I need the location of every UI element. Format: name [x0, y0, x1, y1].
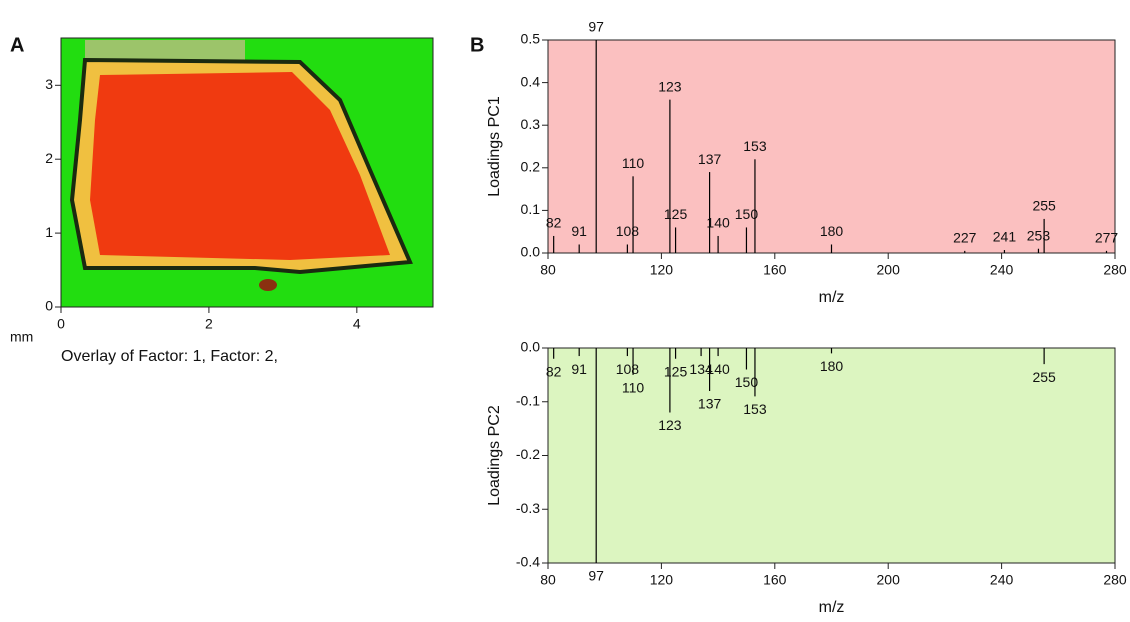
y-tick-label: 0.5: [521, 31, 541, 47]
peak-label: 255: [1032, 369, 1056, 385]
peak-label: 255: [1032, 198, 1056, 214]
x-tick-label: 280: [1103, 262, 1127, 278]
x-tick-label: 280: [1103, 572, 1127, 588]
peak-label: 150: [735, 374, 759, 390]
y-tick-label: 1: [45, 224, 53, 240]
y-tick-label: 0: [45, 298, 53, 314]
peak-label: 123: [658, 417, 682, 433]
x-tick-label: 120: [650, 572, 674, 588]
peak-label: 253: [1027, 227, 1051, 243]
ion-image: [61, 38, 433, 307]
y-tick-label: -0.3: [516, 500, 540, 516]
peak-label: 180: [820, 223, 844, 239]
x-axis-label: m/z: [819, 289, 845, 306]
y-tick-label: -0.2: [516, 446, 540, 462]
y-axis-label: Loadings PC2: [486, 405, 503, 506]
x-tick-label: 200: [877, 262, 901, 278]
peak-label: 108: [616, 361, 640, 377]
peak-label: 227: [953, 230, 977, 246]
peak-label: 125: [664, 363, 688, 379]
tissue-region: [90, 72, 390, 260]
x-tick-label: 160: [763, 262, 787, 278]
peak-label: 91: [571, 361, 587, 377]
peak-label: 140: [706, 215, 730, 231]
y-tick-label: 0.3: [521, 116, 541, 132]
plot-background: [548, 40, 1115, 253]
y-tick-label: 0.4: [521, 73, 541, 89]
x-tick-label: 240: [990, 262, 1014, 278]
panel-label: B: [470, 34, 484, 56]
peak-label: 97: [588, 19, 604, 35]
y-tick-label: -0.4: [516, 554, 540, 570]
x-axis-label: m/z: [819, 599, 845, 616]
plot-background: [548, 348, 1115, 563]
y-tick-label: 0.0: [521, 244, 541, 260]
x-tick-label: 120: [650, 262, 674, 278]
peak-label: 137: [698, 151, 722, 167]
peak-label: 277: [1095, 230, 1119, 246]
peak-label: 134: [689, 361, 713, 377]
panel-label: A: [10, 34, 24, 56]
y-axis-label: Loadings PC1: [486, 96, 503, 197]
x-tick-label: 160: [763, 572, 787, 588]
x-tick-label: 4: [353, 316, 361, 332]
x-tick-label: 240: [990, 572, 1014, 588]
y-tick-label: 0.1: [521, 201, 541, 217]
peak-label: 123: [658, 78, 682, 94]
x-tick-label: 200: [877, 572, 901, 588]
peak-label: 125: [664, 206, 688, 222]
y-tick-label: 0.0: [521, 339, 541, 355]
peak-label: 97: [588, 568, 604, 584]
peak-label: 241: [993, 229, 1017, 245]
peak-label: 180: [820, 358, 844, 374]
x-tick-label: 2: [205, 316, 213, 332]
caption: Overlay of Factor: 1, Factor: 2,: [61, 348, 278, 365]
x-tick-label: 80: [540, 262, 556, 278]
y-tick-label: 3: [45, 76, 53, 92]
peak-label: 137: [698, 396, 722, 412]
peak-label: 153: [743, 138, 767, 154]
peak-label: 110: [622, 380, 645, 396]
tissue-fragment: [259, 279, 277, 291]
plot-frame: [60, 37, 434, 308]
peak-label: 150: [735, 206, 759, 222]
peak-label: 82: [546, 363, 562, 379]
x-unit: mm: [10, 329, 33, 345]
y-tick-label: 2: [45, 150, 53, 166]
peak-label: 108: [616, 223, 640, 239]
x-tick-label: 0: [57, 316, 65, 332]
peak-label: 153: [743, 401, 767, 417]
peak-label: 91: [571, 223, 587, 239]
peak-label: 82: [546, 215, 562, 231]
y-tick-label: 0.2: [521, 159, 541, 175]
peak-label: 110: [622, 155, 645, 171]
y-tick-label: -0.1: [516, 392, 540, 408]
peak-label: 140: [706, 361, 730, 377]
x-tick-label: 80: [540, 572, 556, 588]
